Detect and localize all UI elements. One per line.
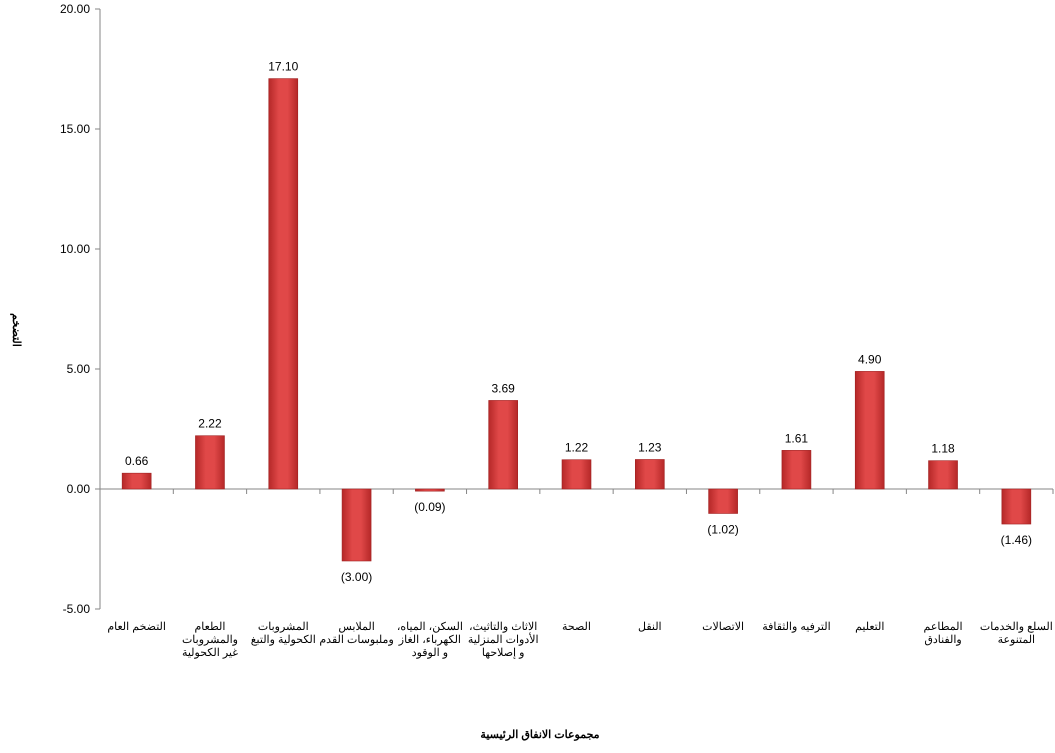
bar bbox=[781, 450, 812, 490]
data-label: 0.66 bbox=[125, 454, 149, 468]
data-label: 1.23 bbox=[638, 440, 662, 454]
x-tick-label: الاتصالات bbox=[702, 621, 744, 633]
x-tick-label: المطاعم والفنادق bbox=[924, 621, 963, 646]
bar bbox=[121, 472, 152, 490]
axes: -5.00 0.00 5.00 10.00 15.00 20.00 bbox=[60, 2, 1054, 616]
bar bbox=[1001, 488, 1032, 525]
x-tick-label: الملابس وملبوسات القدم bbox=[319, 621, 393, 646]
bar bbox=[268, 78, 299, 490]
x-axis-title: مجموعات الانفاق الرئيسية bbox=[480, 729, 599, 741]
data-label: 1.61 bbox=[785, 431, 809, 445]
data-label: 4.90 bbox=[858, 352, 882, 366]
bar bbox=[635, 459, 665, 490]
data-label: (0.09) bbox=[414, 500, 445, 514]
y-tick-label: 5.00 bbox=[67, 362, 91, 376]
data-label: 3.69 bbox=[492, 381, 516, 395]
x-tick-label: النقل bbox=[638, 621, 662, 633]
x-tick-label: السكن، المياه، الكهرباء، الغاز و الوقود bbox=[397, 621, 463, 659]
bar bbox=[341, 488, 372, 562]
bars bbox=[121, 78, 1032, 562]
x-tick-label: الطعام والمشروبات غير الكحولية bbox=[182, 621, 238, 659]
data-label: 2.22 bbox=[198, 417, 222, 431]
y-tick-label: 10.00 bbox=[60, 242, 90, 256]
bar bbox=[561, 459, 592, 490]
y-tick-label: 15.00 bbox=[60, 122, 90, 136]
data-labels: 0.66 2.22 17.10 (3.00) (0.09) 3.69 1.22 1.23 (1.… bbox=[125, 60, 1032, 584]
x-tick-label: التعليم bbox=[855, 621, 884, 633]
x-tick-label: التضخم العام bbox=[107, 621, 166, 633]
bar bbox=[708, 488, 738, 514]
x-tick-label: الصحة bbox=[562, 621, 591, 633]
data-label: 17.10 bbox=[268, 60, 298, 74]
x-tick-label: المشروبات الكحولية والتبغ bbox=[251, 621, 316, 646]
data-label: 1.22 bbox=[565, 441, 589, 455]
y-tick-label: 0.00 bbox=[67, 482, 91, 496]
bar bbox=[415, 488, 445, 492]
data-label: 1.18 bbox=[931, 442, 955, 456]
bar bbox=[488, 400, 518, 490]
x-tick-label: السلع والخدمات المتنوعة bbox=[980, 621, 1053, 646]
x-tick-label: الترفيه والثقافة bbox=[762, 621, 830, 633]
x-tick-label: الاثاث والتاثيث، الأدوات المنزلية و إصلاحه… bbox=[468, 621, 539, 659]
data-label: (3.00) bbox=[341, 570, 372, 584]
bar bbox=[854, 371, 885, 490]
y-tick-label: 20.00 bbox=[60, 2, 90, 16]
y-axis-title: التضخم bbox=[10, 313, 22, 347]
category-labels: التضخم العام الطعام والمشروبات غير الكحولية… bbox=[107, 621, 1052, 659]
data-label: (1.46) bbox=[1001, 533, 1032, 547]
data-label: (1.02) bbox=[707, 522, 738, 536]
bar bbox=[195, 435, 225, 490]
y-tick-label: -5.00 bbox=[63, 602, 91, 616]
bar bbox=[928, 460, 958, 490]
